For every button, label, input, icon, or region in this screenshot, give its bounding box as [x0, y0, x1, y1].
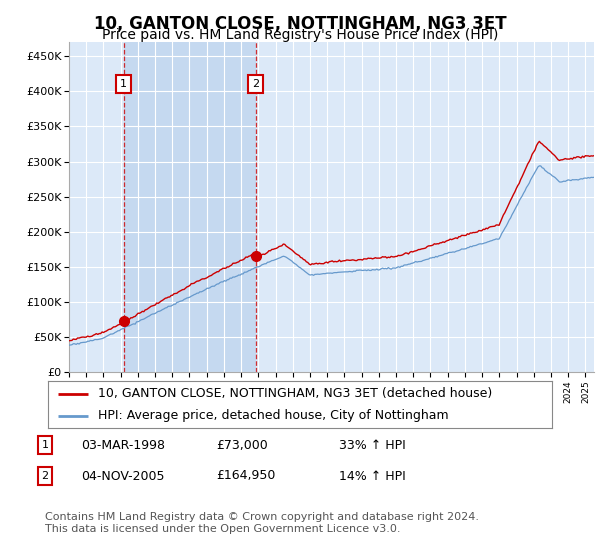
Text: 03-MAR-1998: 03-MAR-1998: [81, 438, 165, 452]
Text: 10, GANTON CLOSE, NOTTINGHAM, NG3 3ET (detached house): 10, GANTON CLOSE, NOTTINGHAM, NG3 3ET (d…: [98, 387, 493, 400]
Bar: [124, 42, 256, 372]
Text: 14% ↑ HPI: 14% ↑ HPI: [339, 469, 406, 483]
Text: 33% ↑ HPI: 33% ↑ HPI: [339, 438, 406, 452]
Text: £73,000: £73,000: [216, 438, 268, 452]
Text: £164,950: £164,950: [216, 469, 275, 483]
Text: 04-NOV-2005: 04-NOV-2005: [81, 469, 164, 483]
Text: 2: 2: [41, 471, 49, 481]
Text: 2: 2: [252, 79, 259, 89]
Text: Contains HM Land Registry data © Crown copyright and database right 2024.
This d: Contains HM Land Registry data © Crown c…: [45, 512, 479, 534]
Text: 10, GANTON CLOSE, NOTTINGHAM, NG3 3ET: 10, GANTON CLOSE, NOTTINGHAM, NG3 3ET: [94, 15, 506, 32]
Text: HPI: Average price, detached house, City of Nottingham: HPI: Average price, detached house, City…: [98, 409, 449, 422]
Text: 1: 1: [120, 79, 127, 89]
Text: Price paid vs. HM Land Registry's House Price Index (HPI): Price paid vs. HM Land Registry's House …: [102, 28, 498, 42]
Text: 1: 1: [41, 440, 49, 450]
